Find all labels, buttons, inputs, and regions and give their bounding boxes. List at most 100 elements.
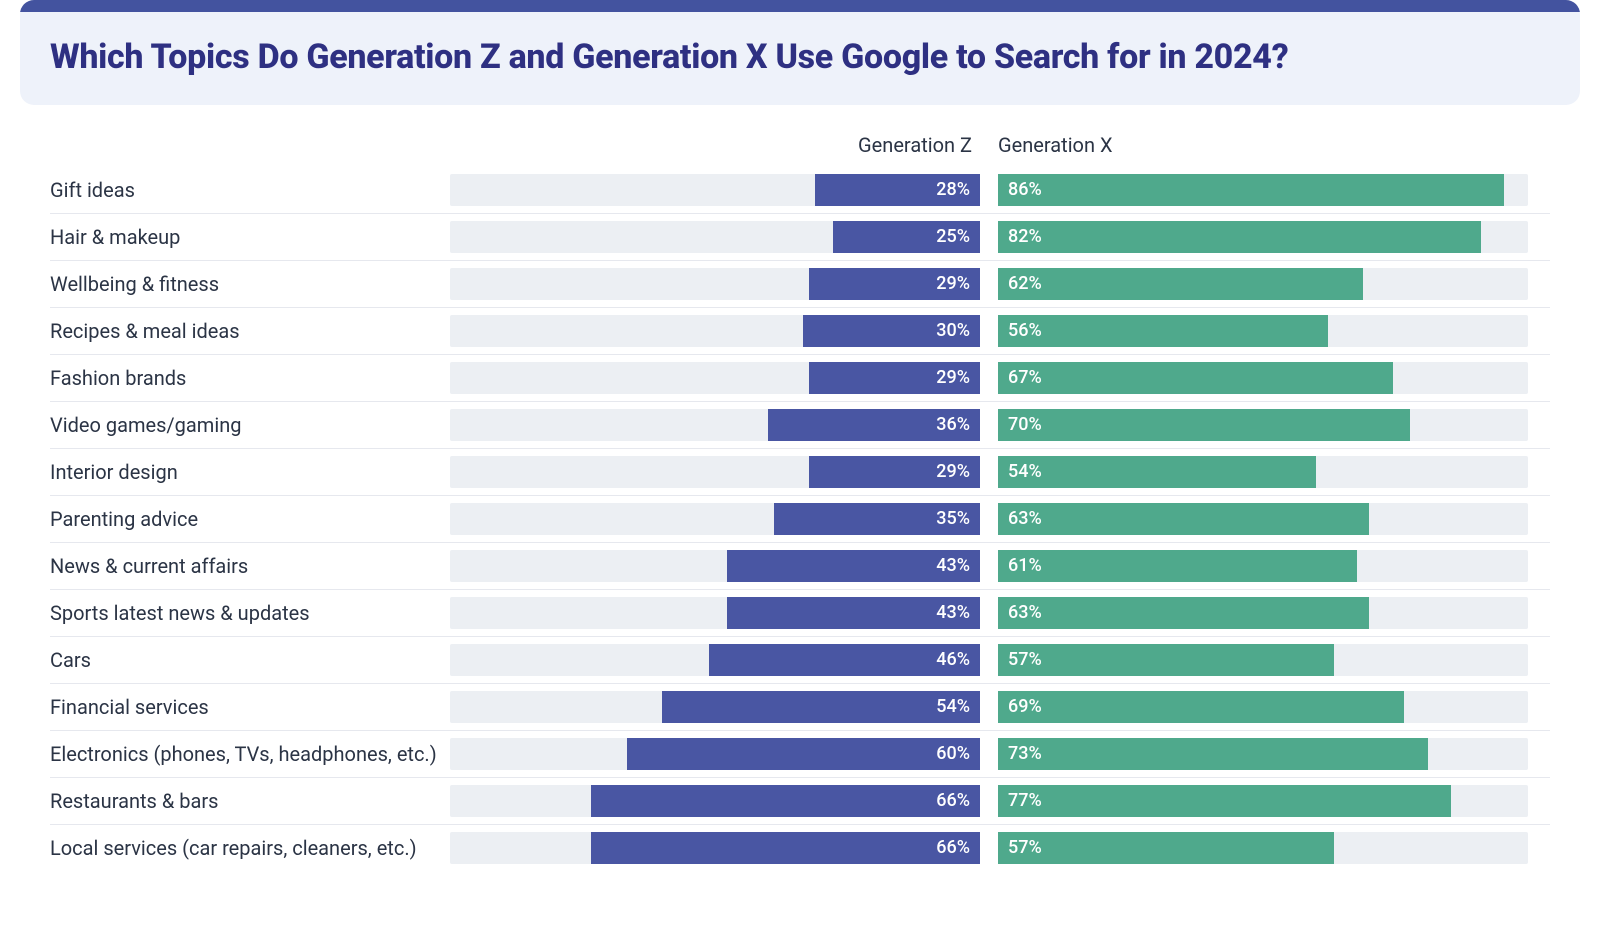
bar-gen-x: 63%: [998, 503, 1369, 535]
row-label: Wellbeing & fitness: [50, 272, 450, 296]
row-label: Fashion brands: [50, 366, 450, 390]
track-gen-z: 66%: [450, 785, 980, 817]
value-gen-z: 54%: [936, 696, 970, 717]
track-gen-x: 86%: [998, 174, 1528, 206]
header-spacer: [50, 133, 450, 157]
row-label: Interior design: [50, 460, 450, 484]
bar-gen-z: 54%: [662, 691, 980, 723]
value-gen-x: 63%: [1008, 602, 1042, 623]
track-gen-z: 54%: [450, 691, 980, 723]
track-gen-x: 69%: [998, 691, 1528, 723]
value-gen-x: 67%: [1008, 367, 1042, 388]
value-gen-z: 66%: [936, 790, 970, 811]
value-gen-x: 61%: [1008, 555, 1042, 576]
chart-row: Parenting advice35%63%: [50, 495, 1550, 542]
header-gen-x: Generation X: [980, 133, 1510, 157]
bar-gen-z: 66%: [591, 785, 980, 817]
track-gen-z: 30%: [450, 315, 980, 347]
bar-gen-z: 30%: [803, 315, 980, 347]
bar-gen-z: 36%: [768, 409, 980, 441]
value-gen-x: 69%: [1008, 696, 1042, 717]
track-gen-x: 57%: [998, 644, 1528, 676]
track-gen-x: 73%: [998, 738, 1528, 770]
chart-row: Recipes & meal ideas30%56%: [50, 307, 1550, 354]
value-gen-x: 86%: [1008, 179, 1042, 200]
row-label: Restaurants & bars: [50, 789, 450, 813]
track-gen-z: 36%: [450, 409, 980, 441]
chart-row: Financial services 54% 69%: [50, 683, 1550, 730]
bar-gen-x: 63%: [998, 597, 1369, 629]
bar-gen-z: 66%: [591, 832, 980, 864]
value-gen-z: 29%: [936, 367, 970, 388]
value-gen-x: 54%: [1008, 461, 1042, 482]
row-label: Hair & makeup: [50, 225, 450, 249]
track-gen-z: 29%: [450, 456, 980, 488]
track-gen-z: 29%: [450, 268, 980, 300]
row-label: Sports latest news & updates: [50, 601, 450, 625]
chart-row: Interior design 29% 54%: [50, 448, 1550, 495]
value-gen-z: 66%: [936, 837, 970, 858]
track-gen-z: 66%: [450, 832, 980, 864]
header-accent-bar: [20, 0, 1580, 12]
value-gen-x: 70%: [1008, 414, 1042, 435]
bar-gen-z: 29%: [809, 362, 980, 394]
value-gen-z: 46%: [936, 649, 970, 670]
column-headers: Generation Z Generation X: [50, 133, 1550, 157]
value-gen-x: 56%: [1008, 320, 1042, 341]
track-gen-z: 28%: [450, 174, 980, 206]
row-label: Cars: [50, 648, 450, 672]
chart-row: Sports latest news & updates 43% 63%: [50, 589, 1550, 636]
bar-gen-z: 29%: [809, 268, 980, 300]
value-gen-z: 28%: [936, 179, 970, 200]
track-gen-z: 29%: [450, 362, 980, 394]
track-gen-z: 35%: [450, 503, 980, 535]
track-gen-x: 70%: [998, 409, 1528, 441]
track-gen-z: 43%: [450, 597, 980, 629]
track-gen-x: 61%: [998, 550, 1528, 582]
track-gen-x: 63%: [998, 597, 1528, 629]
bar-gen-x: 77%: [998, 785, 1451, 817]
bar-gen-x: 70%: [998, 409, 1410, 441]
row-label: Local services (car repairs, cleaners, e…: [50, 836, 450, 860]
bar-gen-x: 54%: [998, 456, 1316, 488]
value-gen-x: 62%: [1008, 273, 1042, 294]
chart-row: Cars 46% 57%: [50, 636, 1550, 683]
bar-gen-z: 43%: [727, 550, 980, 582]
chart-row: Gift ideas28%86%: [50, 167, 1550, 213]
value-gen-x: 73%: [1008, 743, 1042, 764]
header-gen-z: Generation Z: [450, 133, 980, 157]
value-gen-z: 36%: [936, 414, 970, 435]
track-gen-z: 43%: [450, 550, 980, 582]
track-gen-x: 82%: [998, 221, 1528, 253]
bar-gen-x: 57%: [998, 644, 1334, 676]
chart-row: Video games/gaming36%70%: [50, 401, 1550, 448]
row-label: Electronics (phones, TVs, headphones, et…: [50, 742, 450, 766]
value-gen-z: 43%: [936, 555, 970, 576]
track-gen-x: 77%: [998, 785, 1528, 817]
bar-gen-z: 25%: [833, 221, 980, 253]
value-gen-x: 82%: [1008, 226, 1042, 247]
bar-gen-x: 86%: [998, 174, 1504, 206]
track-gen-x: 67%: [998, 362, 1528, 394]
chart-body: Generation Z Generation X Gift ideas28%8…: [20, 105, 1580, 891]
track-gen-z: 46%: [450, 644, 980, 676]
track-gen-x: 62%: [998, 268, 1528, 300]
bar-gen-x: 82%: [998, 221, 1481, 253]
value-gen-z: 43%: [936, 602, 970, 623]
bar-gen-x: 57%: [998, 832, 1334, 864]
bar-gen-z: 46%: [709, 644, 980, 676]
row-label: Financial services: [50, 695, 450, 719]
chart-container: Which Topics Do Generation Z and Generat…: [20, 0, 1580, 891]
bar-gen-z: 35%: [774, 503, 980, 535]
track-gen-x: 57%: [998, 832, 1528, 864]
bar-gen-z: 60%: [627, 738, 980, 770]
value-gen-z: 30%: [936, 320, 970, 341]
track-gen-x: 56%: [998, 315, 1528, 347]
chart-row: Electronics (phones, TVs, headphones, et…: [50, 730, 1550, 777]
bar-gen-x: 67%: [998, 362, 1393, 394]
bar-gen-z: 29%: [809, 456, 980, 488]
chart-rows: Gift ideas28%86%Hair & makeup25%82%Wellb…: [50, 167, 1550, 871]
value-gen-x: 77%: [1008, 790, 1042, 811]
track-gen-x: 54%: [998, 456, 1528, 488]
bar-gen-x: 69%: [998, 691, 1404, 723]
